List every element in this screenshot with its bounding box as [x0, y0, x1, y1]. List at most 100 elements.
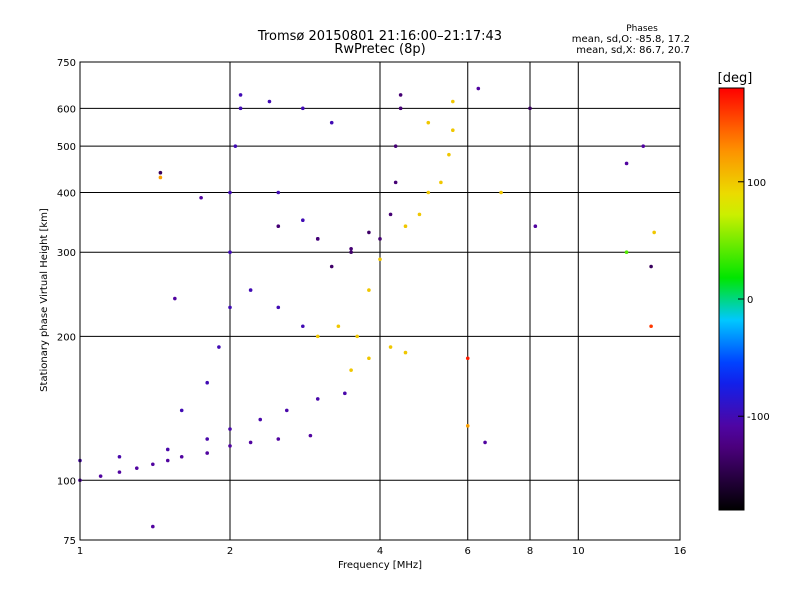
- data-point: [388, 212, 393, 217]
- data-point: [151, 462, 155, 467]
- stats-heading: Phases: [626, 24, 658, 34]
- x-tick-label: 2: [227, 546, 233, 557]
- data-point: [349, 250, 353, 255]
- y-tick-label: 400: [57, 188, 76, 199]
- x-tick-label: 1: [77, 546, 83, 557]
- y-tick-label: 200: [57, 332, 76, 343]
- x-axis-label: Frequency [MHz]: [338, 560, 422, 571]
- axis-ticks: 1 2 4 6 8 10 16 75 100 200 300 400 500 600 750: [57, 58, 686, 557]
- data-point: [284, 408, 289, 413]
- y-axis-label: Stationary phase Virtual Height [km]: [39, 208, 50, 392]
- x-tick-label: 10: [572, 546, 585, 557]
- data-point: [393, 180, 398, 185]
- data-point: [403, 224, 408, 229]
- chart-subtitle: RwPretec (8p): [334, 42, 425, 57]
- data-point: [388, 345, 393, 349]
- colorbar-tick-label: 100: [747, 178, 766, 189]
- data-point: [349, 246, 353, 251]
- data-point: [465, 424, 470, 428]
- data-point: [199, 195, 203, 200]
- data-point: [248, 440, 253, 445]
- y-tick-label: 75: [63, 536, 76, 547]
- data-point: [329, 120, 334, 125]
- data-point: [329, 264, 334, 269]
- data-point: [417, 212, 422, 217]
- data-point: [205, 437, 209, 441]
- data-point: [649, 264, 653, 269]
- data-point: [315, 334, 320, 339]
- data-point: [301, 106, 305, 111]
- y-tick-label: 750: [57, 58, 76, 69]
- data-point: [476, 86, 481, 91]
- data-point: [276, 437, 281, 441]
- data-point: [336, 324, 341, 329]
- data-point: [355, 334, 359, 339]
- data-point: [367, 230, 371, 235]
- data-point: [98, 474, 103, 478]
- data-point: [258, 417, 263, 422]
- data-point: [483, 440, 487, 445]
- data-point: [426, 190, 431, 195]
- data-point: [447, 152, 451, 157]
- data-point: [233, 144, 238, 148]
- data-point: [134, 466, 139, 470]
- y-tick-label: 100: [57, 476, 76, 487]
- data-point: [267, 99, 272, 104]
- data-point: [652, 230, 656, 235]
- data-point: [179, 454, 184, 459]
- data-point: [205, 451, 209, 455]
- data-point: [308, 433, 313, 438]
- data-point: [649, 324, 653, 329]
- x-tick-label: 16: [674, 546, 687, 557]
- data-point: [276, 224, 281, 229]
- data-point: [228, 305, 232, 310]
- x-tick-label: 8: [527, 546, 533, 557]
- data-point: [165, 458, 170, 463]
- data-point: [367, 356, 371, 361]
- colorbar-tick-label: -100: [747, 412, 770, 423]
- grid: [80, 62, 680, 540]
- data-point: [367, 288, 371, 292]
- data-point: [465, 356, 470, 361]
- data-point: [301, 324, 305, 329]
- data-point: [117, 454, 122, 459]
- data-point: [393, 144, 398, 148]
- data-point: [217, 345, 221, 349]
- data-point: [315, 237, 320, 241]
- data-point: [398, 93, 403, 97]
- data-point: [228, 250, 232, 255]
- x-tick-label: 4: [377, 546, 383, 557]
- data-point: [205, 380, 209, 385]
- chart-title: Tromsø 20150801 21:16:00–21:17:43: [257, 29, 502, 44]
- data-point: [499, 190, 503, 195]
- data-point: [117, 470, 122, 474]
- data-points: [78, 86, 656, 529]
- data-point: [624, 250, 629, 255]
- plot-frame: [79, 61, 681, 541]
- data-point: [165, 447, 170, 452]
- data-point: [179, 408, 184, 413]
- data-point: [451, 99, 455, 104]
- data-point: [238, 93, 243, 97]
- stats-x-mode: mean, sd,X: 86.7, 20.7: [576, 45, 690, 56]
- data-point: [349, 368, 353, 372]
- data-point: [528, 106, 532, 111]
- data-point: [641, 144, 646, 148]
- data-point: [158, 175, 163, 180]
- data-point: [276, 190, 281, 195]
- data-point: [276, 305, 281, 310]
- data-point: [248, 288, 253, 292]
- data-point: [624, 161, 629, 166]
- data-point: [403, 350, 408, 355]
- y-tick-label: 300: [57, 248, 76, 259]
- colorbar-tick-label: 0: [747, 295, 753, 306]
- data-point: [151, 524, 155, 529]
- data-point: [343, 391, 347, 396]
- y-tick-label: 500: [57, 142, 76, 153]
- data-point: [301, 218, 305, 223]
- colorbar-label: [deg]: [718, 71, 753, 86]
- data-point: [228, 427, 232, 431]
- data-point: [315, 397, 320, 401]
- colorbar: -100 0 100: [718, 87, 770, 511]
